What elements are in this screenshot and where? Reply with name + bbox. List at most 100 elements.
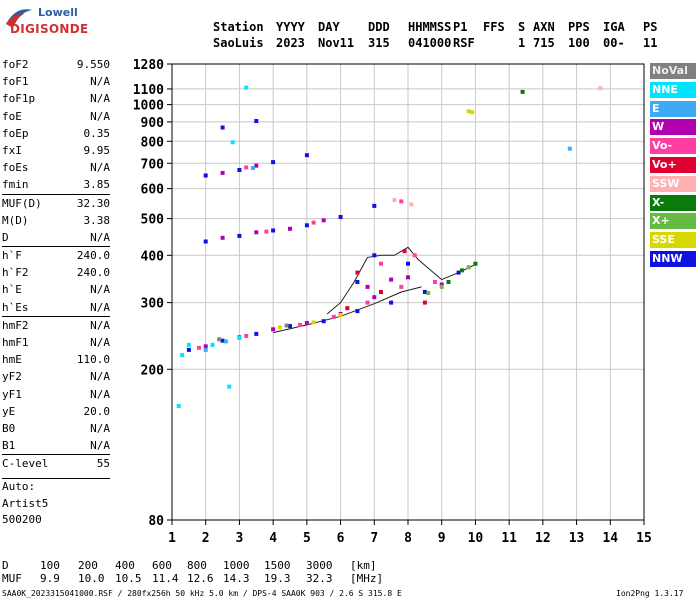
parameter-value: 9.550 [76,58,110,71]
parameter-name: yE [2,404,16,418]
parameter-name: foF1 [2,75,29,89]
labels-1: YYYY [276,20,305,34]
parameter-row: B0 N/A [2,420,110,437]
echo-point-vo- [345,306,350,311]
echo-point-e [567,146,572,151]
echo-point-nne [176,404,181,408]
labels-0: Station [213,20,264,34]
echo-point-nne [180,353,185,358]
legend-item-vo-: Vo+ [650,156,696,173]
echo-point-sse [470,110,475,115]
echo-point-w [389,277,394,282]
table-cell: 400 [115,559,135,572]
labels-7: S [518,20,526,34]
values-2: Nov11 [318,36,355,50]
echo-point-vo- [399,199,404,204]
echo-point-nnw [203,239,208,244]
parameter-row: foF2 9.550 [2,56,110,73]
echo-point-w [254,163,259,168]
y-tick-label: 80 [148,514,164,529]
echo-point-w [254,230,259,235]
echo-point-nnw [338,215,343,219]
labels-3: DDD [368,20,390,34]
file-info-footer: SAA0K_2023315041000.RSF / 280fx256h 50 k… [2,589,402,598]
legend-item-sse: SSE [650,232,696,249]
echo-point-vo- [399,284,404,289]
echo-point-nnw [237,233,242,238]
values-4: 041000 [408,36,452,50]
autoscaling-info: Auto: Artist5 500200 [2,478,110,529]
y-tick-label: 700 [141,157,165,172]
x-tick-label: 12 [535,531,551,546]
echo-point-sse [277,325,282,330]
parameter-row: h`Es N/A [2,299,110,316]
echo-point-nnw [203,173,208,178]
y-tick-label: 800 [141,135,165,150]
legend-item-noval: NoVal [650,63,696,79]
y-tick-label: 400 [141,249,165,264]
echo-point-nnw [186,347,191,352]
parameter-name: foEs [2,161,29,175]
parameter-name: hmF2 [2,318,29,332]
echo-point-vo- [244,333,249,338]
x-tick-label: 7 [370,531,378,546]
table-cell: 800 [187,559,207,572]
parameter-row: fxI 9.95 [2,142,110,159]
echo-point-nnw [254,119,259,123]
parameter-value: 9.95 [83,143,111,157]
x-tick-label: 14 [602,531,618,546]
echo-point-nnw [355,309,360,314]
echo-point-nnw [254,331,259,336]
row-unit: [km] [350,559,377,572]
echo-point-sse [466,109,471,114]
parameter-row: foEp 0.35 [2,125,110,142]
y-tick-label: 200 [141,363,165,378]
parameter-value: N/A [90,336,110,349]
values-5: RSF [453,36,475,50]
echo-point-nnw [422,290,427,294]
table-cell: 200 [78,559,98,572]
parameter-name: C-level [2,457,49,471]
echo-point-x- [473,261,478,266]
echo-point-nne [244,85,249,90]
echo-point-w [288,226,292,231]
parameter-row: B1 N/A [2,437,110,454]
x-tick-label: 1 [168,531,176,546]
parameter-name: foF2 [2,58,29,71]
labels-4: HHMMSS [408,20,452,34]
parameter-name: h`F2 [2,266,29,280]
echo-point-nnw [321,319,326,324]
parameter-name: hmF1 [2,336,29,349]
echo-point-x- [426,291,431,295]
parameter-value: 3.85 [83,178,111,192]
echo-point-w [365,284,370,289]
echo-point-x- [459,268,464,273]
legend-item-w: W [650,119,696,136]
echo-point-x- [466,265,471,270]
parameter-value: N/A [90,92,110,106]
echo-point-vo- [379,290,383,294]
echo-point-ssw [409,202,414,207]
echo-point-vo- [365,300,370,305]
parameter-row: yF2 N/A [2,368,110,385]
x-tick-label: 8 [404,531,412,546]
echo-point-nnw [372,253,377,258]
parameter-name: fxI [2,143,22,157]
echo-point-vo- [197,345,201,350]
echo-point-sse [338,313,343,318]
parameter-name: h`Es [2,300,29,314]
parameter-value: N/A [90,109,110,123]
echo-point-nnw [271,228,276,233]
parameter-row: h`F 240.0 [2,246,110,264]
parameter-value: N/A [90,387,110,401]
echo-point-vo- [331,314,336,319]
table-cell: 10.5 [115,572,142,585]
parameter-row: foF1 N/A [2,73,110,90]
legend-item-nne: NNE [650,81,696,98]
table-cell: 9.9 [40,572,60,585]
parameter-name: foF1p [2,92,36,106]
parameter-name: h`F [2,249,22,263]
parameter-row: yF1 N/A [2,386,110,403]
echo-point-nnw [220,125,225,130]
echo-point-w [372,295,377,300]
